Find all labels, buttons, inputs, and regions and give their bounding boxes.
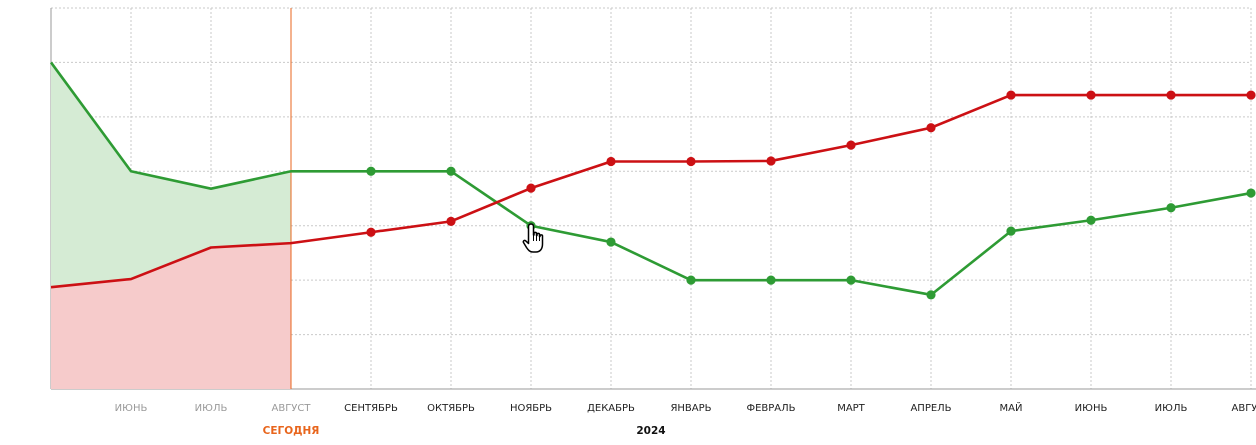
series-1-point [606,237,616,247]
series-1-point [926,290,936,300]
series-2-point [1086,90,1096,100]
series-2-point [686,156,696,167]
series-2-point [926,123,936,133]
series-1-point [686,275,696,285]
series-2-area [51,243,291,389]
hand-cursor-icon [522,223,544,253]
series-1-point [766,275,776,285]
series-2-line [50,93,1251,289]
series-1-point [846,275,856,285]
year-label: 2024 [636,425,665,437]
x-tick-label: НОЯБРЬ [510,403,552,414]
today-label: СЕГОДНЯ [263,425,320,437]
x-tick-label: АВГУСТ [272,403,312,414]
series-1-point [1246,188,1256,198]
x-tick-label: ДЕКАБРЬ [587,403,635,414]
x-tick-label: ИЮНЬ [1075,403,1108,414]
series-2-point [606,156,616,167]
series-2-point [366,227,376,237]
series-1-point [1086,215,1096,225]
x-tick-label: ФЕВРАЛЬ [746,403,795,414]
x-tick-label: СЕНТЯБРЬ [344,403,398,414]
x-tick-label: ЯНВАРЬ [670,403,711,414]
series-2-point [526,183,536,193]
series-2-point [1246,90,1256,100]
x-tick-label: МАЙ [1000,401,1023,414]
series-1-point [366,166,376,176]
series-2-point [1166,90,1176,100]
x-tick-label: МАРТ [837,403,865,414]
x-tick-label: ИЮЛЬ [1155,403,1188,414]
series-1-point [1006,226,1016,236]
series-2-point [446,216,456,226]
x-tick-label: АПРЕЛЬ [910,403,951,414]
x-tick-label: ОКТЯБРЬ [427,403,475,414]
x-tick-label: ИЮНЬ [115,403,148,414]
x-tick-label: АВГУСТ [1232,403,1256,414]
series-2-point [766,156,776,166]
series-1-point [446,166,456,176]
x-tick-label: ИЮЛЬ [195,403,228,414]
series-1-line [49,61,1252,297]
series-2-point [1006,90,1016,100]
series-1-point [1166,203,1176,213]
series-2-point [846,140,856,150]
